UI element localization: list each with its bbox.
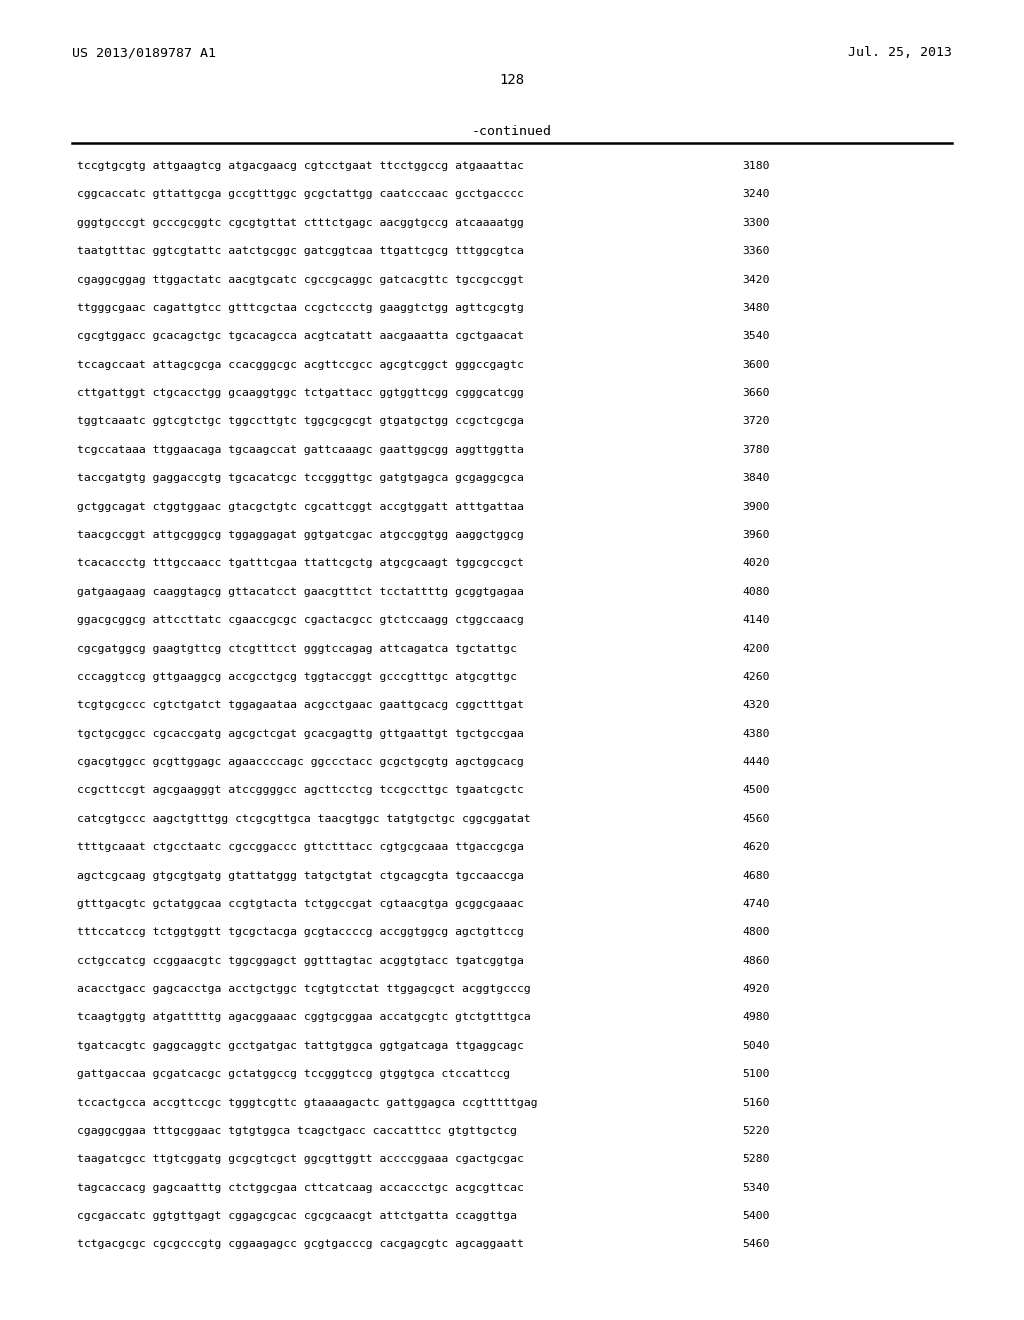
Text: gggtgcccgt gcccgcggtc cgcgtgttat ctttctgagc aacggtgccg atcaaaatgg: gggtgcccgt gcccgcggtc cgcgtgttat ctttctg… xyxy=(77,218,523,228)
Text: 4320: 4320 xyxy=(742,700,770,710)
Text: 4560: 4560 xyxy=(742,813,770,824)
Text: cgcgatggcg gaagtgttcg ctcgtttcct gggtccagag attcagatca tgctattgc: cgcgatggcg gaagtgttcg ctcgtttcct gggtcca… xyxy=(77,644,517,653)
Text: 3600: 3600 xyxy=(742,359,770,370)
Text: ttttgcaaat ctgcctaatc cgccggaccc gttctttacc cgtgcgcaaa ttgaccgcga: ttttgcaaat ctgcctaatc cgccggaccc gttcttt… xyxy=(77,842,523,853)
Text: 4680: 4680 xyxy=(742,871,770,880)
Text: 4260: 4260 xyxy=(742,672,770,682)
Text: cttgattggt ctgcacctgg gcaaggtggc tctgattacc ggtggttcgg cgggcatcgg: cttgattggt ctgcacctgg gcaaggtggc tctgatt… xyxy=(77,388,523,399)
Text: taacgccggt attgcgggcg tggaggagat ggtgatcgac atgccggtgg aaggctggcg: taacgccggt attgcgggcg tggaggagat ggtgatc… xyxy=(77,529,523,540)
Text: 3720: 3720 xyxy=(742,417,770,426)
Text: tccagccaat attagcgcga ccacgggcgc acgttccgcc agcgtcggct gggccgagtc: tccagccaat attagcgcga ccacgggcgc acgttcc… xyxy=(77,359,523,370)
Text: cctgccatcg ccggaacgtc tggcggagct ggtttagtac acggtgtacc tgatcggtga: cctgccatcg ccggaacgtc tggcggagct ggtttag… xyxy=(77,956,523,966)
Text: tctgacgcgc cgcgcccgtg cggaagagcc gcgtgacccg cacgagcgtc agcaggaatt: tctgacgcgc cgcgcccgtg cggaagagcc gcgtgac… xyxy=(77,1239,523,1250)
Text: catcgtgccc aagctgtttgg ctcgcgttgca taacgtggc tatgtgctgc cggcggatat: catcgtgccc aagctgtttgg ctcgcgttgca taacg… xyxy=(77,813,530,824)
Text: tggtcaaatc ggtcgtctgc tggccttgtc tggcgcgcgt gtgatgctgg ccgctcgcga: tggtcaaatc ggtcgtctgc tggccttgtc tggcgcg… xyxy=(77,417,523,426)
Text: 5220: 5220 xyxy=(742,1126,770,1137)
Text: 4200: 4200 xyxy=(742,644,770,653)
Text: gtttgacgtc gctatggcaa ccgtgtacta tctggccgat cgtaacgtga gcggcgaaac: gtttgacgtc gctatggcaa ccgtgtacta tctggcc… xyxy=(77,899,523,909)
Text: 4080: 4080 xyxy=(742,586,770,597)
Text: cccaggtccg gttgaaggcg accgcctgcg tggtaccggt gcccgtttgc atgcgttgc: cccaggtccg gttgaaggcg accgcctgcg tggtacc… xyxy=(77,672,517,682)
Text: 4500: 4500 xyxy=(742,785,770,796)
Text: 4860: 4860 xyxy=(742,956,770,966)
Text: cgaggcggag ttggactatc aacgtgcatc cgccgcaggc gatcacgttc tgccgccggt: cgaggcggag ttggactatc aacgtgcatc cgccgca… xyxy=(77,275,523,285)
Text: 4740: 4740 xyxy=(742,899,770,909)
Text: 3840: 3840 xyxy=(742,474,770,483)
Text: gctggcagat ctggtggaac gtacgctgtc cgcattcggt accgtggatt atttgattaa: gctggcagat ctggtggaac gtacgctgtc cgcattc… xyxy=(77,502,523,512)
Text: tgatcacgtc gaggcaggtc gcctgatgac tattgtggca ggtgatcaga ttgaggcagc: tgatcacgtc gaggcaggtc gcctgatgac tattgtg… xyxy=(77,1040,523,1051)
Text: cgaggcggaa tttgcggaac tgtgtggca tcagctgacc caccatttcc gtgttgctcg: cgaggcggaa tttgcggaac tgtgtggca tcagctga… xyxy=(77,1126,517,1137)
Text: 5400: 5400 xyxy=(742,1212,770,1221)
Text: 4920: 4920 xyxy=(742,983,770,994)
Text: 3900: 3900 xyxy=(742,502,770,512)
Text: tccactgcca accgttccgc tgggtcgttc gtaaaagactc gattggagca ccgtttttgag: tccactgcca accgttccgc tgggtcgttc gtaaaag… xyxy=(77,1097,538,1107)
Text: 4380: 4380 xyxy=(742,729,770,739)
Text: tcacaccctg tttgccaacc tgatttcgaa ttattcgctg atgcgcaagt tggcgccgct: tcacaccctg tttgccaacc tgatttcgaa ttattcg… xyxy=(77,558,523,569)
Text: 128: 128 xyxy=(500,73,524,87)
Text: cgcgaccatc ggtgttgagt cggagcgcac cgcgcaacgt attctgatta ccaggttga: cgcgaccatc ggtgttgagt cggagcgcac cgcgcaa… xyxy=(77,1212,517,1221)
Text: 4440: 4440 xyxy=(742,758,770,767)
Text: agctcgcaag gtgcgtgatg gtattatggg tatgctgtat ctgcagcgta tgccaaccga: agctcgcaag gtgcgtgatg gtattatggg tatgctg… xyxy=(77,871,523,880)
Text: 4020: 4020 xyxy=(742,558,770,569)
Text: gattgaccaa gcgatcacgc gctatggccg tccgggtccg gtggtgca ctccattccg: gattgaccaa gcgatcacgc gctatggccg tccgggt… xyxy=(77,1069,510,1080)
Text: tagcaccacg gagcaatttg ctctggcgaa cttcatcaag accaccctgc acgcgttcac: tagcaccacg gagcaatttg ctctggcgaa cttcatc… xyxy=(77,1183,523,1193)
Text: 3360: 3360 xyxy=(742,246,770,256)
Text: US 2013/0189787 A1: US 2013/0189787 A1 xyxy=(72,46,216,59)
Text: Jul. 25, 2013: Jul. 25, 2013 xyxy=(848,46,952,59)
Text: 4620: 4620 xyxy=(742,842,770,853)
Text: tcgtgcgccc cgtctgatct tggagaataa acgcctgaac gaattgcacg cggctttgat: tcgtgcgccc cgtctgatct tggagaataa acgcctg… xyxy=(77,700,523,710)
Text: 3780: 3780 xyxy=(742,445,770,455)
Text: tcgccataaa ttggaacaga tgcaagccat gattcaaagc gaattggcgg aggttggtta: tcgccataaa ttggaacaga tgcaagccat gattcaa… xyxy=(77,445,523,455)
Text: 5160: 5160 xyxy=(742,1097,770,1107)
Text: cgcgtggacc gcacagctgc tgcacagcca acgtcatatt aacgaaatta cgctgaacat: cgcgtggacc gcacagctgc tgcacagcca acgtcat… xyxy=(77,331,523,342)
Text: 5100: 5100 xyxy=(742,1069,770,1080)
Text: 3960: 3960 xyxy=(742,529,770,540)
Text: ttgggcgaac cagattgtcc gtttcgctaa ccgctccctg gaaggtctgg agttcgcgtg: ttgggcgaac cagattgtcc gtttcgctaa ccgctcc… xyxy=(77,304,523,313)
Text: taccgatgtg gaggaccgtg tgcacatcgc tccgggttgc gatgtgagca gcgaggcgca: taccgatgtg gaggaccgtg tgcacatcgc tccgggt… xyxy=(77,474,523,483)
Text: tttccatccg tctggtggtt tgcgctacga gcgtaccccg accggtggcg agctgttccg: tttccatccg tctggtggtt tgcgctacga gcgtacc… xyxy=(77,927,523,937)
Text: 3660: 3660 xyxy=(742,388,770,399)
Text: acacctgacc gagcacctga acctgctggc tcgtgtcctat ttggagcgct acggtgcccg: acacctgacc gagcacctga acctgctggc tcgtgtc… xyxy=(77,983,530,994)
Text: 5460: 5460 xyxy=(742,1239,770,1250)
Text: -continued: -continued xyxy=(472,125,552,139)
Text: gatgaagaag caaggtagcg gttacatcct gaacgtttct tcctattttg gcggtgagaa: gatgaagaag caaggtagcg gttacatcct gaacgtt… xyxy=(77,586,523,597)
Text: ggacgcggcg attccttatc cgaaccgcgc cgactacgcc gtctccaagg ctggccaacg: ggacgcggcg attccttatc cgaaccgcgc cgactac… xyxy=(77,615,523,626)
Text: 5340: 5340 xyxy=(742,1183,770,1193)
Text: 4800: 4800 xyxy=(742,927,770,937)
Text: 3540: 3540 xyxy=(742,331,770,342)
Text: 3420: 3420 xyxy=(742,275,770,285)
Text: tccgtgcgtg attgaagtcg atgacgaacg cgtcctgaat ttcctggccg atgaaattac: tccgtgcgtg attgaagtcg atgacgaacg cgtcctg… xyxy=(77,161,523,172)
Text: cgacgtggcc gcgttggagc agaaccccagc ggccctacc gcgctgcgtg agctggcacg: cgacgtggcc gcgttggagc agaaccccagc ggccct… xyxy=(77,758,523,767)
Text: 3480: 3480 xyxy=(742,304,770,313)
Text: 3300: 3300 xyxy=(742,218,770,228)
Text: 5040: 5040 xyxy=(742,1040,770,1051)
Text: cggcaccatc gttattgcga gccgtttggc gcgctattgg caatcccaac gcctgacccc: cggcaccatc gttattgcga gccgtttggc gcgctat… xyxy=(77,189,523,199)
Text: ccgcttccgt agcgaagggt atccggggcc agcttcctcg tccgccttgc tgaatcgctc: ccgcttccgt agcgaagggt atccggggcc agcttcc… xyxy=(77,785,523,796)
Text: 4140: 4140 xyxy=(742,615,770,626)
Text: tcaagtggtg atgatttttg agacggaaac cggtgcggaa accatgcgtc gtctgtttgca: tcaagtggtg atgatttttg agacggaaac cggtgcg… xyxy=(77,1012,530,1023)
Text: 3240: 3240 xyxy=(742,189,770,199)
Text: 4980: 4980 xyxy=(742,1012,770,1023)
Text: taatgtttac ggtcgtattc aatctgcggc gatcggtcaa ttgattcgcg tttggcgtca: taatgtttac ggtcgtattc aatctgcggc gatcggt… xyxy=(77,246,523,256)
Text: 5280: 5280 xyxy=(742,1154,770,1164)
Text: taagatcgcc ttgtcggatg gcgcgtcgct ggcgttggtt accccggaaa cgactgcgac: taagatcgcc ttgtcggatg gcgcgtcgct ggcgttg… xyxy=(77,1154,523,1164)
Text: tgctgcggcc cgcaccgatg agcgctcgat gcacgagttg gttgaattgt tgctgccgaa: tgctgcggcc cgcaccgatg agcgctcgat gcacgag… xyxy=(77,729,523,739)
Text: 3180: 3180 xyxy=(742,161,770,172)
